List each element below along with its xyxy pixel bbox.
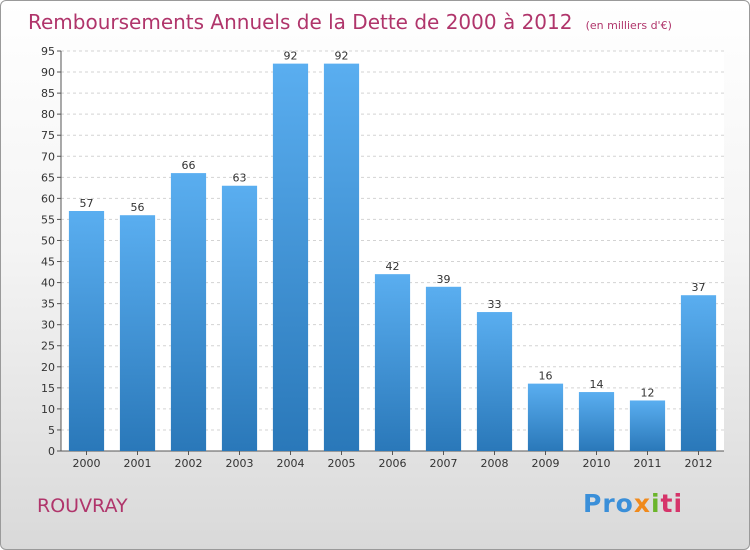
- data-label-2006: 42: [386, 260, 400, 273]
- bar-2007: [425, 286, 462, 451]
- data-label-2008: 33: [488, 298, 502, 311]
- bar-2005: [323, 63, 360, 451]
- x-tick-label-2012: 2012: [685, 457, 713, 470]
- y-tick-label: 5: [48, 424, 55, 437]
- data-label-2009: 16: [539, 370, 553, 383]
- y-tick-label: 30: [41, 319, 55, 332]
- data-label-2000: 57: [80, 197, 94, 210]
- y-tick-label: 15: [41, 382, 55, 395]
- bar-2002: [170, 173, 207, 451]
- data-label-2010: 14: [590, 378, 604, 391]
- y-tick-label: 50: [41, 234, 55, 247]
- bar-2012: [680, 295, 717, 451]
- data-label-2001: 56: [131, 201, 145, 214]
- x-tick-label-2011: 2011: [634, 457, 662, 470]
- y-tick-label: 45: [41, 256, 55, 269]
- x-tick-label-2010: 2010: [583, 457, 611, 470]
- data-label-2012: 37: [692, 281, 706, 294]
- proxiti-logo: Proxiti: [583, 489, 683, 518]
- chart-title-text: Remboursements Annuels de la Dette de 20…: [28, 10, 573, 34]
- y-tick-label: 70: [41, 150, 55, 163]
- y-tick-label: 95: [41, 45, 55, 58]
- data-label-2002: 66: [182, 159, 196, 172]
- y-tick-label: 40: [41, 277, 55, 290]
- y-tick-label: 60: [41, 192, 55, 205]
- y-tick-label: 35: [41, 298, 55, 311]
- data-label-2004: 92: [284, 50, 298, 63]
- y-tick-label: 85: [41, 87, 55, 100]
- x-tick-label-2004: 2004: [277, 457, 305, 470]
- logo-part-1: Pro: [583, 489, 634, 518]
- x-tick-label-2007: 2007: [430, 457, 458, 470]
- y-tick-label: 65: [41, 171, 55, 184]
- x-tick-label-2003: 2003: [226, 457, 254, 470]
- bar-2010: [578, 392, 615, 451]
- x-tick-label-2006: 2006: [379, 457, 407, 470]
- bar-2011: [629, 400, 666, 451]
- commune-name: ROUVRAY: [37, 495, 128, 517]
- y-tick-label: 80: [41, 108, 55, 121]
- x-tick-label-2008: 2008: [481, 457, 509, 470]
- bar-2008: [476, 312, 513, 451]
- y-tick-label: 20: [41, 361, 55, 374]
- bar-2004: [272, 63, 309, 451]
- logo-part-4: ti: [660, 489, 684, 518]
- bar-2006: [374, 274, 411, 451]
- bar-2001: [119, 215, 156, 451]
- x-tick-label-2005: 2005: [328, 457, 356, 470]
- chart-title: Remboursements Annuels de la Dette de 20…: [28, 10, 672, 34]
- y-tick-label: 75: [41, 129, 55, 142]
- logo-part-2: x: [633, 489, 651, 518]
- y-tick-label: 0: [48, 445, 55, 458]
- data-label-2011: 12: [641, 386, 655, 399]
- x-tick-label-2001: 2001: [124, 457, 152, 470]
- x-tick-label-2009: 2009: [532, 457, 560, 470]
- x-tick-label-2000: 2000: [73, 457, 101, 470]
- y-tick-label: 10: [41, 403, 55, 416]
- bar-2000: [68, 211, 105, 451]
- y-tick-label: 25: [41, 340, 55, 353]
- data-label-2005: 92: [335, 50, 349, 63]
- y-tick-label: 55: [41, 213, 55, 226]
- data-label-2003: 63: [233, 172, 247, 185]
- chart-unit: (en milliers d'€): [585, 19, 672, 32]
- data-label-2007: 39: [437, 273, 451, 286]
- bar-2009: [527, 383, 564, 451]
- y-tick-label: 90: [41, 66, 55, 79]
- x-tick-label-2002: 2002: [175, 457, 203, 470]
- bar-2003: [221, 185, 258, 451]
- logo-part-3: i: [650, 489, 661, 518]
